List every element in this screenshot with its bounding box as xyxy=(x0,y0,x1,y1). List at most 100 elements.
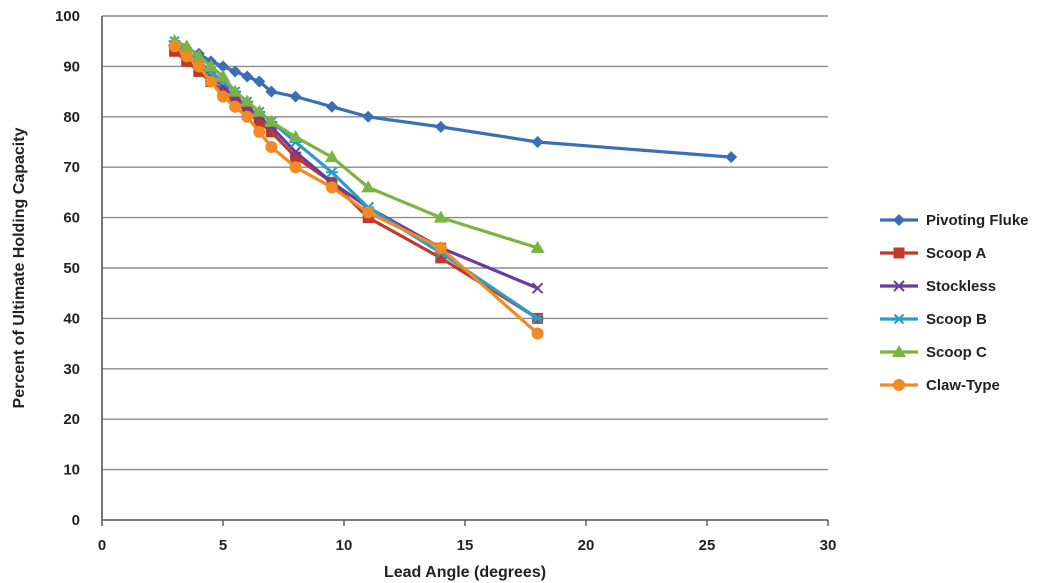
x-tick-label: 25 xyxy=(699,537,716,554)
legend-marker xyxy=(893,214,905,226)
legend-item-scoop-c: Scoop C xyxy=(880,344,987,361)
data-point-pivoting-fluke xyxy=(531,136,544,148)
data-point-stockless xyxy=(289,146,302,158)
data-point-scoop-b xyxy=(531,313,544,324)
legend-marker xyxy=(893,280,905,292)
data-point-stockless xyxy=(531,282,544,294)
data-point-pivoting-fluke xyxy=(265,85,278,98)
series-line-scoop-c xyxy=(173,39,540,250)
marker-stroke xyxy=(893,280,905,292)
legend-label: Scoop A xyxy=(926,245,986,262)
data-point-claw-type xyxy=(204,75,217,88)
data-point-claw-type xyxy=(180,50,193,63)
data-point-scoop-a xyxy=(265,126,277,138)
x-tick-label: 30 xyxy=(820,537,837,554)
data-point-pivoting-fluke xyxy=(362,110,375,123)
legend-label: Stockless xyxy=(926,278,996,295)
legend-label: Claw-Type xyxy=(926,377,1000,394)
legend-item-stockless: Stockless xyxy=(880,278,996,295)
data-point-pivoting-fluke xyxy=(253,75,266,88)
data-point-scoop-c xyxy=(288,129,303,142)
data-point-scoop-c xyxy=(240,94,255,107)
x-axis-title: Lead Angle (degrees) xyxy=(384,564,546,581)
axes xyxy=(101,16,829,526)
series-claw-type xyxy=(168,40,544,340)
legend-item-scoop-b: Scoop B xyxy=(880,311,987,328)
data-point-scoop-c xyxy=(228,84,243,97)
data-point-scoop-c xyxy=(179,39,194,52)
data-point-claw-type xyxy=(531,327,544,340)
legend-item-scoop-a: Scoop A xyxy=(880,245,986,262)
marker-stroke xyxy=(893,313,905,325)
data-point-scoop-a xyxy=(253,116,265,128)
data-point-pivoting-fluke xyxy=(325,100,338,113)
y-tick-label: 40 xyxy=(63,310,80,327)
data-point-pivoting-fluke xyxy=(229,65,242,78)
y-tick-label: 100 xyxy=(55,8,80,25)
y-tick-label: 0 xyxy=(72,512,80,529)
data-point-pivoting-fluke xyxy=(241,70,254,83)
legend: Pivoting Fluke Scoop A Stockless Scoop B Sco… xyxy=(880,212,1029,394)
legend-item-claw-type: Claw-Type xyxy=(880,377,1000,394)
x-tick-label: 0 xyxy=(98,537,106,554)
data-point-claw-type xyxy=(241,110,254,123)
y-tick-label: 50 xyxy=(63,260,80,277)
x-tick-label: 15 xyxy=(457,537,474,554)
x-tick-label: 10 xyxy=(336,537,353,554)
data-point-scoop-c xyxy=(324,150,339,163)
data-point-pivoting-fluke xyxy=(725,151,738,164)
data-point-claw-type xyxy=(253,125,266,138)
data-point-claw-type xyxy=(192,60,205,73)
data-point-scoop-c xyxy=(264,114,279,127)
y-tick-label: 90 xyxy=(63,58,80,75)
y-tick-label: 70 xyxy=(63,159,80,176)
legend-label: Scoop C xyxy=(926,344,987,361)
y-tick-label: 30 xyxy=(63,361,80,378)
data-point-scoop-b xyxy=(325,167,338,178)
data-point-claw-type xyxy=(434,241,447,254)
data-point-claw-type xyxy=(265,141,278,154)
series-line-pivoting-fluke xyxy=(173,44,733,159)
y-axis-title: Percent of Ultimate Holding Capacity xyxy=(11,127,28,408)
data-point-scoop-a xyxy=(290,151,302,163)
data-point-scoop-c xyxy=(216,69,230,82)
data-point-scoop-c xyxy=(530,240,545,253)
data-point-claw-type xyxy=(217,90,229,103)
y-tick-label: 60 xyxy=(63,210,80,227)
data-point-scoop-c xyxy=(433,210,448,223)
y-tick-label: 20 xyxy=(63,411,80,428)
data-point-scoop-a xyxy=(435,252,447,264)
data-point-claw-type xyxy=(229,100,242,113)
x-tick-label: 20 xyxy=(578,537,595,554)
data-point-scoop-c xyxy=(191,49,206,62)
x-axis-ticks: 0 5 10 15 20 25 30 xyxy=(98,537,837,554)
x-tick-label: 5 xyxy=(219,537,227,554)
marker-stroke xyxy=(326,167,338,178)
data-point-claw-type xyxy=(289,161,302,174)
legend-marker xyxy=(893,247,905,259)
y-axis-ticks: 0 10 20 30 40 50 60 70 80 90 100 xyxy=(55,8,80,529)
data-point-scoop-c xyxy=(203,59,218,72)
legend-marker xyxy=(893,379,905,391)
marker-stroke xyxy=(532,313,543,324)
legend-label: Pivoting Fluke xyxy=(926,212,1029,229)
series xyxy=(167,34,738,340)
data-point-claw-type xyxy=(362,206,375,219)
legend-item-pivoting-fluke: Pivoting Fluke xyxy=(880,212,1029,229)
data-point-pivoting-fluke xyxy=(289,90,302,103)
series-pivoting-fluke xyxy=(168,40,738,164)
data-point-pivoting-fluke xyxy=(217,60,229,73)
data-point-scoop-c xyxy=(361,180,376,193)
data-point-pivoting-fluke xyxy=(434,120,447,133)
marker-stroke xyxy=(531,282,544,294)
data-point-claw-type xyxy=(168,40,181,53)
marker-stroke xyxy=(289,146,302,158)
legend-marker xyxy=(892,345,906,357)
y-tick-label: 10 xyxy=(63,462,80,479)
legend-label: Scoop B xyxy=(926,311,987,328)
data-point-scoop-c xyxy=(252,104,267,117)
legend-marker xyxy=(893,313,905,325)
y-tick-label: 80 xyxy=(63,109,80,126)
series-line-claw-type xyxy=(173,44,540,336)
